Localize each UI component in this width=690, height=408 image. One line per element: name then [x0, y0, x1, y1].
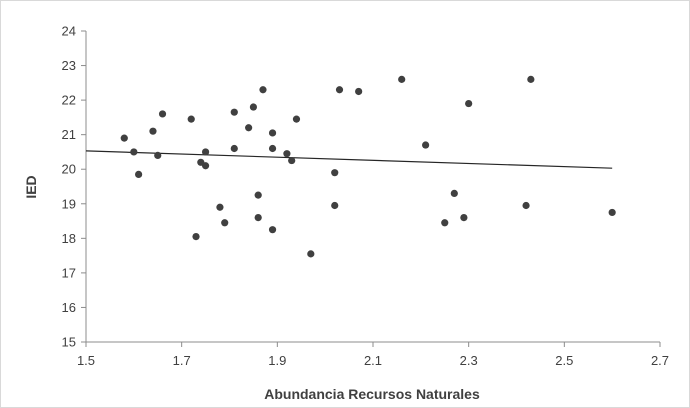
y-tick-label: 21	[62, 127, 76, 142]
y-tick-label: 16	[62, 300, 76, 315]
y-tick-label: 18	[62, 231, 76, 246]
y-tick-label: 23	[62, 58, 76, 73]
data-point	[465, 99, 473, 108]
data-point	[307, 250, 315, 258]
data-point	[331, 169, 339, 177]
x-tick-label: 1.7	[173, 353, 191, 368]
data-point	[335, 86, 344, 94]
data-point	[254, 214, 262, 222]
y-axis-title: IED	[23, 175, 39, 198]
trendline	[85, 150, 613, 169]
data-point	[245, 124, 253, 132]
data-point	[292, 115, 301, 123]
data-point	[130, 148, 138, 156]
data-point	[398, 75, 406, 83]
points-layer	[120, 75, 616, 258]
data-point	[288, 156, 296, 165]
data-point	[450, 189, 458, 198]
data-point	[216, 203, 224, 211]
y-tick-label: 19	[62, 196, 76, 211]
data-point	[441, 219, 449, 227]
y-tick-label: 17	[62, 265, 76, 280]
y-tick-label: 20	[62, 162, 76, 177]
data-point	[120, 134, 128, 142]
data-point	[135, 170, 143, 179]
x-tick-label: 1.9	[268, 353, 286, 368]
y-axis: 15 16 17 18 19 20 21 22 23 24	[62, 24, 87, 350]
x-tick-label: 2.7	[651, 353, 669, 368]
data-point	[158, 110, 167, 118]
x-tick-label: 2.1	[364, 353, 382, 368]
data-point	[230, 108, 238, 116]
data-point	[268, 226, 277, 234]
data-point	[355, 87, 363, 96]
data-point	[460, 214, 468, 222]
data-point	[608, 208, 616, 217]
x-axis-title: Abundancia Recursos Naturales	[264, 386, 480, 402]
x-tick-label: 1.5	[77, 353, 95, 368]
data-point	[187, 115, 195, 123]
data-point	[331, 201, 339, 210]
data-point	[268, 144, 277, 153]
y-tick-label: 24	[62, 24, 76, 39]
data-point	[259, 86, 267, 94]
data-point	[149, 127, 157, 135]
x-tick-label: 2.5	[555, 353, 573, 368]
data-point	[192, 233, 200, 241]
data-point	[527, 75, 535, 83]
x-axis: 1.5 1.7 1.9 2.1 2.3 2.5 2.7	[77, 341, 669, 368]
data-point	[283, 150, 291, 158]
data-point	[154, 151, 162, 159]
data-point	[201, 162, 210, 170]
data-point	[254, 191, 262, 199]
data-point	[268, 129, 277, 137]
x-tick-label: 2.3	[460, 353, 478, 368]
data-point	[230, 144, 238, 153]
trendline-layer	[85, 150, 613, 169]
y-tick-label: 22	[62, 93, 76, 108]
data-point	[221, 219, 229, 227]
y-tick-label: 15	[62, 335, 76, 350]
data-point	[422, 141, 430, 149]
data-point	[522, 201, 530, 210]
data-point	[249, 103, 258, 111]
data-point	[201, 148, 210, 156]
